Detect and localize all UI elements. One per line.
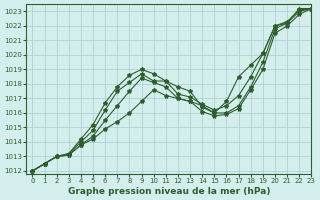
X-axis label: Graphe pression niveau de la mer (hPa): Graphe pression niveau de la mer (hPa) [68, 187, 270, 196]
